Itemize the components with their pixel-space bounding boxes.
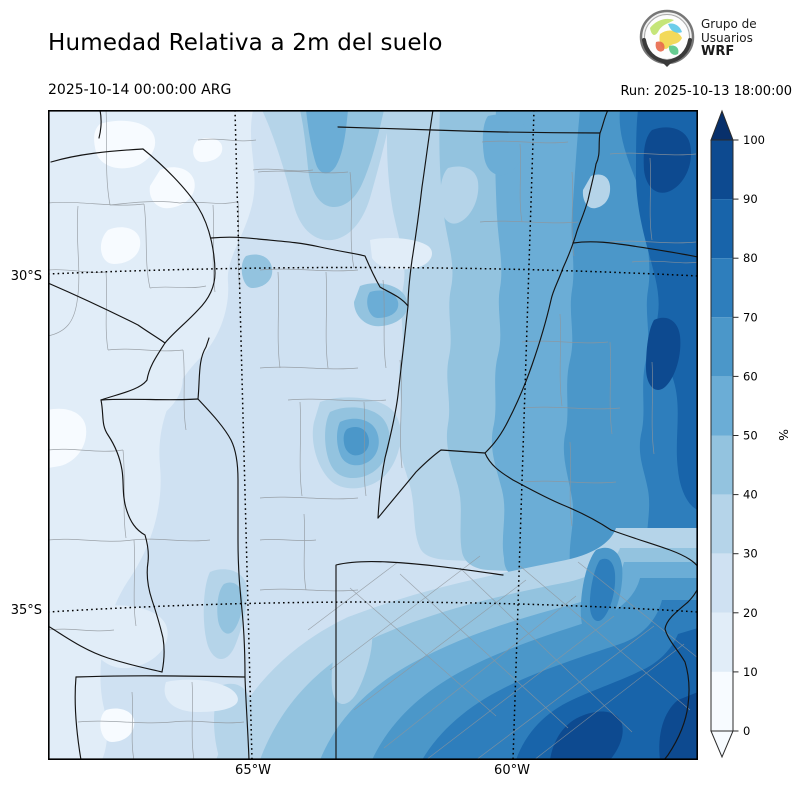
svg-text:50: 50 [743,429,758,443]
department-borders [48,110,698,760]
svg-text:0: 0 [743,724,750,738]
map-frame [48,110,698,760]
colorbar-canvas: 100 90 80 70 60 50 40 30 20 10 0 % [710,109,791,759]
lat-tick-30s: 30°S [10,269,42,284]
colorbar-over-arrow [710,109,734,141]
svg-text:60: 60 [743,369,758,383]
wrf-users-group-logo: Grupo de Usuarios WRF [638,8,757,68]
svg-text:90: 90 [743,192,758,206]
colorbar-bins [711,140,733,731]
svg-text:100: 100 [743,133,765,147]
lat-tick-35s: 35°S [10,603,42,618]
globe-logo-icon [638,8,696,68]
colorbar-unit-label: % [776,429,791,441]
map-canvas [48,110,698,760]
svg-text:20: 20 [743,606,758,620]
logo-line-2: Usuarios [701,31,753,45]
humidity-contour-map [48,110,698,760]
svg-text:30: 30 [743,547,758,561]
svg-text:40: 40 [743,488,758,502]
page-title: Humedad Relativa a 2m del suelo [48,30,443,56]
lon-tick-60w: 60°W [494,763,530,778]
province-borders [48,110,698,760]
logo-line-3: WRF [701,44,735,59]
logo-text: Grupo de Usuarios WRF [701,17,757,59]
logo-line-1: Grupo de [701,17,757,31]
colorbar-tick-marks [733,139,739,732]
colorbar: 100 90 80 70 60 50 40 30 20 10 0 % [705,105,800,773]
buenos-aires-grid-borders [307,555,698,760]
run-time-label: Run: 2025-10-13 18:00:00 [620,84,792,99]
svg-text:10: 10 [743,665,758,679]
lon-tick-65w: 65°W [235,763,271,778]
graticule-lines [48,110,698,760]
svg-text:80: 80 [743,251,758,265]
valid-time-label: 2025-10-14 00:00:00 ARG [48,82,232,98]
svg-text:70: 70 [743,310,758,324]
colorbar-tick-labels: 100 90 80 70 60 50 40 30 20 10 0 [743,133,765,738]
colorbar-under-arrow [710,730,734,759]
